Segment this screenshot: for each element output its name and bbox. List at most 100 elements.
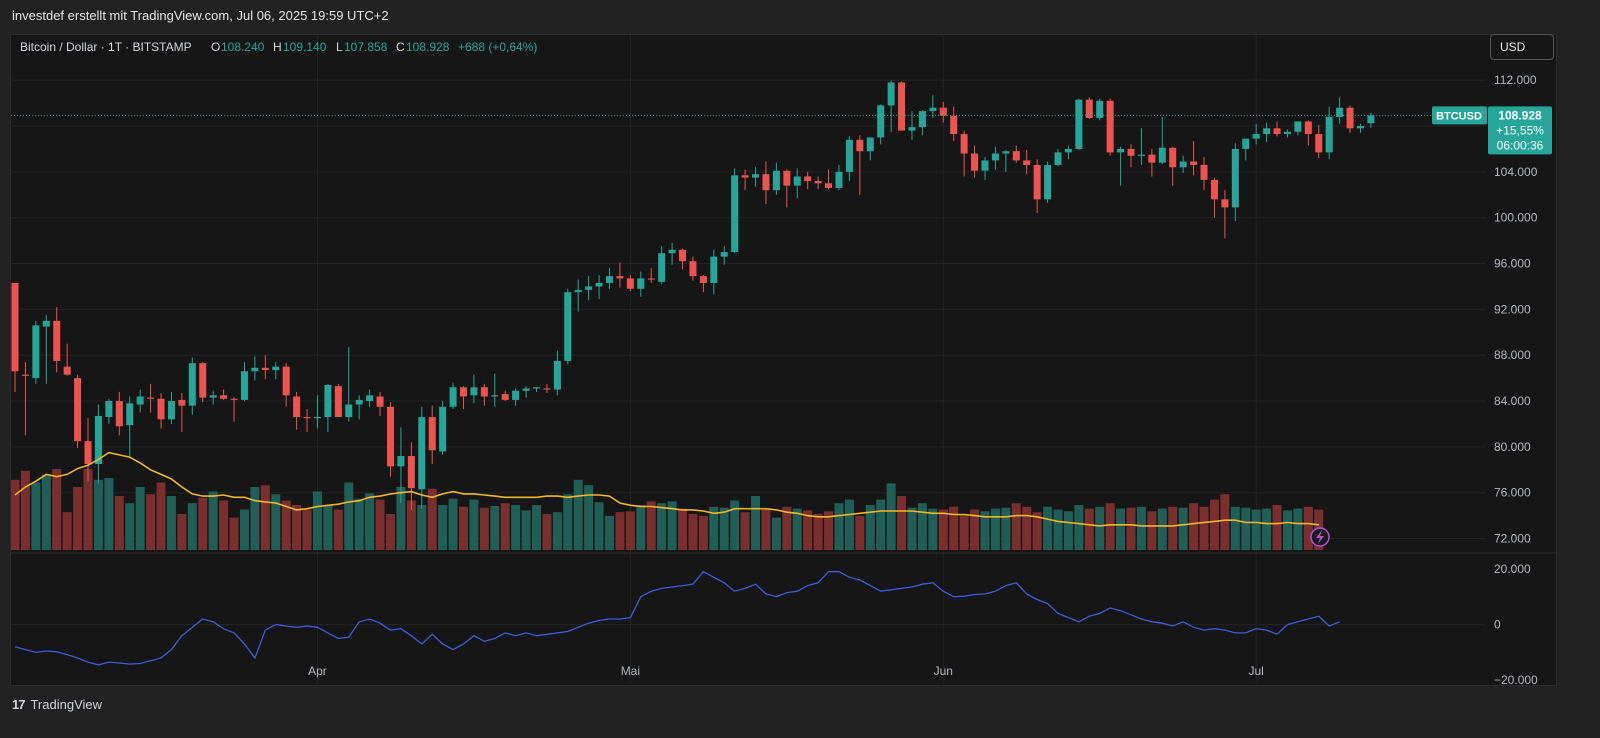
volume-bar [1262,508,1272,550]
volume-bar [594,502,604,550]
candle-body [793,176,801,186]
volume-bar [156,482,166,550]
candle-body [1231,148,1239,208]
candle-body [772,170,780,191]
candle-body [188,363,196,406]
volume-bar [1105,503,1115,550]
volume-bar [803,510,813,550]
volume-bar [73,487,83,550]
candle-body [689,261,697,277]
candles [11,80,1375,510]
volume-bar [1293,508,1303,550]
symbol-tag: BTCUSD [1436,110,1482,122]
price-chart[interactable]: 112.000108.000104.000100.00096.00092.000… [10,35,1558,687]
volume-bar [563,494,573,550]
volume-bar [1074,505,1084,550]
price-tick-label: 76.000 [1494,486,1531,500]
candle-body [606,276,614,284]
candle-body [825,183,833,188]
volume-bar [208,491,218,550]
candle-body [731,175,739,253]
candle-body [679,249,687,262]
price-tag-countdown: 06:00:36 [1497,138,1544,152]
volume-bar [1282,510,1292,550]
candle-body [21,374,29,376]
open-label: O [211,40,220,54]
volume-bar [615,512,625,550]
volume-bar [469,499,479,550]
volume-bar [20,470,30,550]
candle-body [84,441,92,465]
volume-bar [761,509,771,550]
volume-bar [302,509,312,550]
volume-bar [500,503,510,550]
volume-bar [281,500,291,550]
candle-body [94,415,102,465]
candle-body [866,137,874,152]
volume-bar [928,508,938,550]
candle-body [470,387,478,396]
candle-body [449,387,457,407]
volume-bar [625,511,635,550]
volume-bar [698,515,708,550]
volume-bar [125,503,135,550]
candle-body [762,174,770,191]
candle-body [105,401,113,418]
high-label: H [273,40,282,54]
volume-bar [1178,507,1188,550]
volume-bar [1199,506,1209,550]
volume-bar [886,483,896,550]
volume-bar [521,510,531,550]
candle-body [939,107,947,116]
volume-bar [31,482,41,550]
volume-bar [479,507,489,550]
candle-body [418,417,426,490]
candle-body [991,153,999,161]
candle-body [1367,115,1375,124]
candle-body [1148,154,1156,163]
price-tick-label: 104.000 [1494,165,1538,179]
volume-bar [239,509,249,550]
candle-body [147,397,155,399]
volume-bar [688,514,698,550]
time-tick-label: Mai [621,664,640,678]
candle-body [1075,99,1083,149]
candle-body [1033,164,1041,200]
currency-button[interactable]: USD [1490,34,1554,60]
volume-bar [792,508,802,550]
volume-bar [1168,506,1178,550]
symbol-tag-bg [1432,106,1487,125]
high-value: 109.140 [283,40,327,54]
candle-body [1106,100,1114,153]
candle-body [1221,199,1229,208]
volume-bar [166,496,176,550]
brand-name: TradingView [30,697,103,712]
volume-bar [1241,507,1251,550]
chart-panel[interactable]: 112.000108.000104.000100.00096.00092.000… [10,34,1558,687]
volume-bar [865,505,875,550]
candle-body [668,249,676,254]
volume-bar [917,503,927,550]
candle-body [626,278,634,289]
volume-bar [657,503,667,550]
candle-body [1044,164,1052,200]
candle-body [595,283,603,287]
low-value: 107.858 [344,40,388,54]
lightning-icon[interactable] [1310,527,1330,547]
volume-bar [730,500,740,550]
volume-bar [135,487,145,550]
volume-bar [354,498,364,550]
volume-bar [83,469,93,550]
candle-body [251,367,259,372]
candle-body [1294,121,1302,132]
candle-body [313,417,321,419]
candle-body [856,139,864,152]
footer-brand[interactable]: 17 TradingView [12,694,102,716]
volume-bar [438,505,448,550]
volume-bar [292,505,302,550]
volume-bar [62,512,72,550]
candle-body [428,417,436,451]
volume-bar [271,494,281,550]
low-label: L [336,40,343,54]
ma-line [14,451,1319,527]
